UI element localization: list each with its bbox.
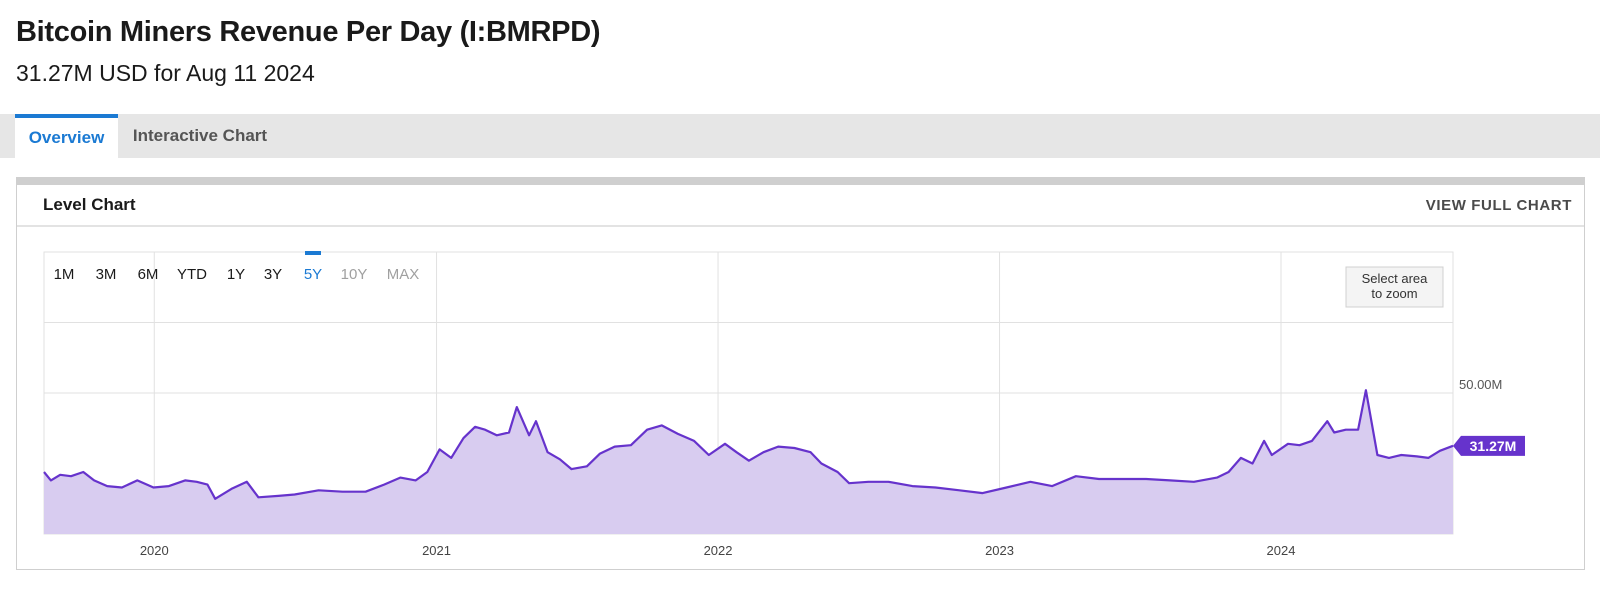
panel-title: Level Chart (43, 195, 136, 214)
range-button-10y: 10Y (341, 266, 368, 283)
tab-bar: Overview Interactive Chart (0, 114, 1600, 158)
x-tick-label: 2022 (704, 543, 733, 558)
last-value-badge (1453, 435, 1525, 456)
page-subtitle: 31.27M USD for Aug 11 2024 (16, 60, 315, 86)
series-line (43, 389, 1454, 500)
range-button-6m[interactable]: 6M (138, 266, 159, 283)
zoom-hint-box (1345, 266, 1444, 308)
x-tick-label: 2021 (422, 543, 451, 558)
panel-header: Level Chart VIEW FULL CHART (17, 185, 1584, 227)
range-button-3m[interactable]: 3M (96, 266, 117, 283)
x-tick-label: 2024 (1267, 543, 1296, 558)
range-button-ytd[interactable]: YTD (177, 266, 207, 283)
last-value-label: 31.27M (1470, 438, 1517, 454)
zoom-hint-text: to zoom (1371, 286, 1417, 301)
series-area (44, 390, 1453, 534)
tab-overview[interactable]: Overview (15, 114, 118, 158)
range-button-3y[interactable]: 3Y (264, 266, 282, 283)
range-button-1y[interactable]: 1Y (227, 266, 245, 283)
range-button-selected-marker (305, 251, 321, 255)
page-title: Bitcoin Miners Revenue Per Day (I:BMRPD) (16, 16, 601, 48)
x-tick-label: 2020 (140, 543, 169, 558)
zoom-hint-text: Select area (1362, 271, 1429, 286)
range-button-max: MAX (387, 266, 420, 283)
view-full-chart-link[interactable]: VIEW FULL CHART (1425, 197, 1572, 214)
range-button-5y[interactable]: 5Y (304, 266, 322, 283)
tab-interactive-chart[interactable]: Interactive Chart (132, 126, 268, 145)
x-tick-label: 2023 (985, 543, 1014, 558)
range-button-1m[interactable]: 1M (54, 266, 75, 283)
y-tick-label: 50.00M (1459, 377, 1502, 392)
